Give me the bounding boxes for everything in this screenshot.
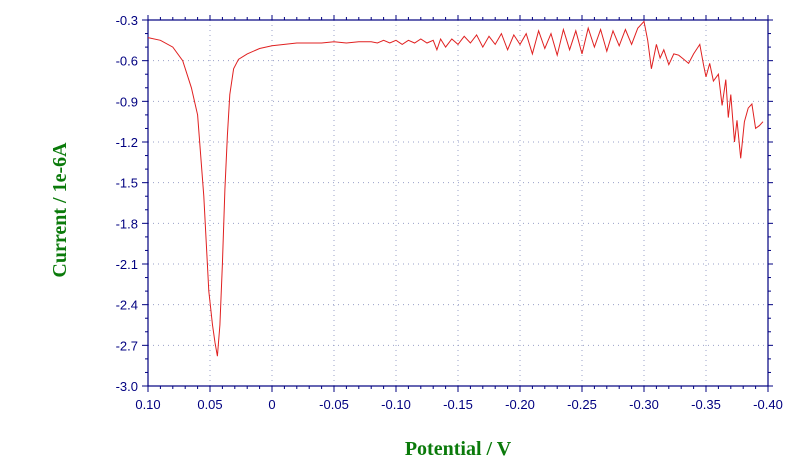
- y-axis-title: Current / 1e-6A: [49, 142, 71, 278]
- ticks: [142, 15, 773, 392]
- y-tick-label: -1.2: [116, 135, 138, 150]
- y-tick-label: -2.7: [116, 338, 138, 353]
- x-tick-label: 0.05: [197, 397, 222, 412]
- y-tick-label: -0.6: [116, 54, 138, 69]
- x-tick-label: -0.40: [753, 397, 783, 412]
- y-tick-label: -3.0: [116, 379, 138, 394]
- y-tick-label: -1.8: [116, 216, 138, 231]
- x-tick-label: -0.35: [691, 397, 721, 412]
- y-tick-label: -0.9: [116, 94, 138, 109]
- y-tick-label: -2.1: [116, 257, 138, 272]
- grid: [148, 20, 768, 386]
- plot-frame: [147, 19, 769, 387]
- x-tick-label: -0.15: [443, 397, 473, 412]
- y-tick-label: -1.5: [116, 176, 138, 191]
- x-tick-label: 0: [268, 397, 275, 412]
- x-axis-title: Potential / V: [405, 438, 512, 460]
- x-tick-labels: 0.10 0.05 0 -0.05 -0.10 -0.15 -0.20 -0.25 -0.30 -…: [135, 397, 782, 412]
- y-tick-label: -2.4: [116, 298, 138, 313]
- x-tick-label: -0.20: [505, 397, 535, 412]
- series-line: [147, 20, 764, 357]
- x-tick-label: -0.30: [629, 397, 659, 412]
- x-tick-label: -0.05: [319, 397, 349, 412]
- x-tick-label: -0.10: [381, 397, 411, 412]
- x-tick-label: -0.25: [567, 397, 597, 412]
- x-tick-label: 0.10: [135, 397, 160, 412]
- y-tick-labels: -0.3 -0.6 -0.9 -1.2 -1.5 -1.8 -2.1 -2.4 -2.7 -3.0: [116, 13, 138, 394]
- y-tick-label: -0.3: [116, 13, 138, 28]
